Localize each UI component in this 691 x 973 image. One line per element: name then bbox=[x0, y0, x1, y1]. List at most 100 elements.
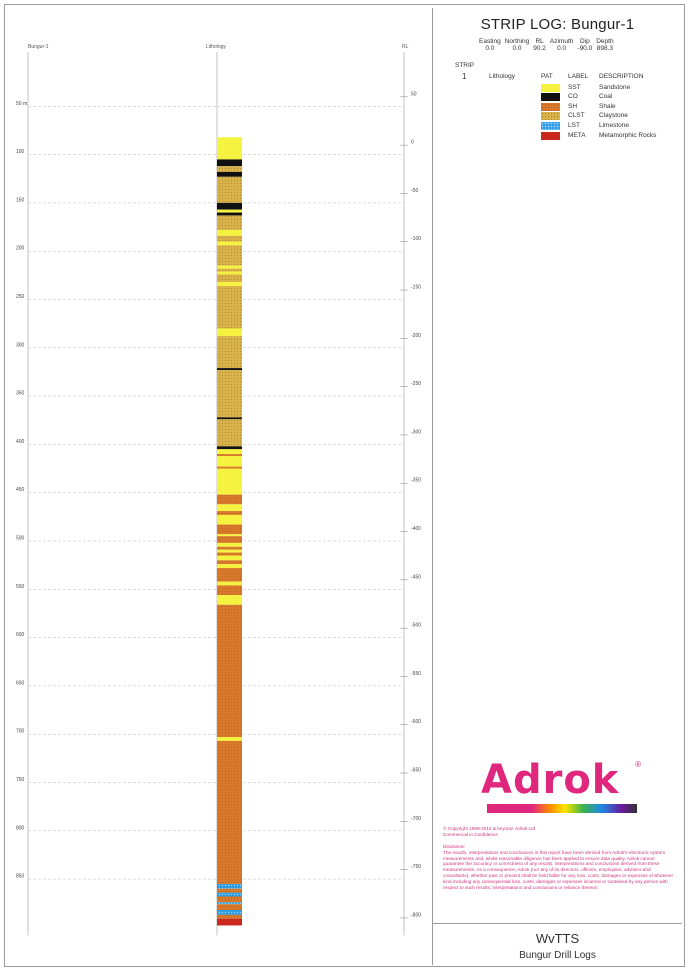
lithology-column-label: Lithology bbox=[206, 44, 227, 50]
lithology-interval-sst bbox=[217, 564, 242, 569]
lithology-interval-sh bbox=[217, 454, 242, 456]
lithology-interval-sst bbox=[217, 455, 242, 467]
coord-header-depth: Depth bbox=[596, 38, 614, 45]
copyright-notice: © Copyright 1999-2012 & beyond. Adrok Lt… bbox=[443, 826, 673, 838]
depth-tick-label: 700 bbox=[16, 729, 25, 735]
lithology-interval-clst bbox=[217, 268, 242, 272]
rl-tick-label: -600 bbox=[411, 719, 421, 725]
lithology-interval-sh bbox=[217, 552, 242, 556]
lithology-interval-sh bbox=[217, 494, 242, 505]
lithology-interval-sh bbox=[217, 524, 242, 535]
coord-value-easting: 0.0 bbox=[485, 45, 495, 52]
rl-tick-label: -650 bbox=[411, 768, 421, 774]
lithology-interval-sst bbox=[217, 229, 242, 236]
disclaimer-title: Disclaimer bbox=[443, 844, 465, 849]
strip-header: STRIP bbox=[455, 62, 475, 69]
rl-tick-label: 50 bbox=[411, 91, 417, 97]
lithology-interval-clst bbox=[217, 274, 242, 283]
copyright-line: © Copyright 1999-2012 & beyond. Adrok Lt… bbox=[443, 826, 536, 831]
footer-subtitle: Bungur Drill Logs bbox=[519, 950, 596, 961]
lithology-interval-sh bbox=[217, 466, 242, 469]
lithology-interval-sst bbox=[217, 737, 242, 741]
coord-header-rl: RL bbox=[535, 38, 544, 45]
coord-header-northing: Northing bbox=[504, 38, 530, 45]
lithology-interval-co bbox=[217, 212, 242, 216]
logo-rainbow-bar bbox=[487, 804, 637, 813]
legend-label: CLST bbox=[568, 112, 585, 120]
rl-tick-label: -50 bbox=[411, 188, 418, 194]
lithology-interval-lst bbox=[217, 910, 242, 915]
depth-tick-label: 400 bbox=[16, 439, 25, 445]
legend-header-label: LABEL bbox=[568, 73, 589, 80]
rl-tick-label: -350 bbox=[411, 478, 421, 484]
strip-log-chart: Bungur-1 Lithology RL 50 m 100 150 200 250 300 35… bbox=[16, 44, 421, 936]
depth-tick-label: 850 bbox=[16, 874, 25, 880]
rl-tick-label: -250 bbox=[411, 381, 421, 387]
lithology-interval-clst bbox=[217, 370, 242, 418]
depth-tick-label: 200 bbox=[16, 246, 25, 252]
legend-description: Sandstone bbox=[599, 83, 631, 91]
lithology-interval-sh bbox=[217, 896, 242, 903]
depth-tick-label: 800 bbox=[16, 825, 25, 831]
lithology-interval-sst bbox=[217, 209, 242, 213]
disclaimer-text: The results, interpretations and conclus… bbox=[443, 849, 674, 890]
legend-description: Coal bbox=[599, 93, 613, 101]
confidentiality-line: Commercial in Confidence bbox=[443, 832, 498, 837]
lithology-interval-clst bbox=[217, 336, 242, 369]
lithology-interval-clst bbox=[217, 245, 242, 266]
lithology-interval-clst bbox=[217, 176, 242, 203]
coord-header-dip: Dip bbox=[579, 38, 590, 45]
depth-tick-label: 550 bbox=[16, 584, 25, 590]
legend-label: LST bbox=[568, 121, 580, 129]
rl-tick-label: -550 bbox=[411, 671, 421, 677]
legend-label: CO bbox=[568, 93, 578, 101]
lithology-interval-sst bbox=[217, 549, 242, 553]
sandstone-swatch bbox=[541, 83, 560, 92]
lithology-interval-sst bbox=[217, 534, 242, 537]
rl-tick-label: 0 bbox=[411, 140, 414, 146]
coord-value-northing: 0.0 bbox=[512, 45, 522, 52]
rl-tick-label: -750 bbox=[411, 864, 421, 870]
rl-tick-label: -150 bbox=[411, 285, 421, 291]
metamorphic-swatch bbox=[541, 131, 560, 140]
depth-tick-label: 50 m bbox=[16, 101, 27, 107]
lithology-interval-lst bbox=[217, 902, 242, 905]
rl-tick-label: -300 bbox=[411, 429, 421, 435]
lithology-interval-sst bbox=[217, 137, 242, 160]
legend-label: SH bbox=[568, 102, 578, 110]
strip-name: Lithology bbox=[489, 73, 516, 80]
claystone-swatch bbox=[541, 112, 560, 121]
lithology-interval-sh bbox=[217, 511, 242, 515]
lithology-interval-sst bbox=[217, 504, 242, 512]
lithology-interval-sst bbox=[217, 449, 242, 455]
strip-log-panel: Bungur-1 Lithology RL 50 m 100 150 200 250 300 35… bbox=[8, 8, 432, 965]
page-frame bbox=[4, 4, 685, 967]
coordinates-table: Easting Northing RL Azimuth Dip Depth 0.… bbox=[479, 38, 618, 52]
depth-tick-label: 500 bbox=[16, 536, 25, 542]
strip-number: 1 bbox=[462, 72, 467, 81]
lithology-interval-sh bbox=[217, 568, 242, 582]
rl-tick-label: -450 bbox=[411, 574, 421, 580]
legend-description: Metamorphic Rocks bbox=[599, 131, 657, 139]
depth-column-label: Bungur-1 bbox=[28, 44, 49, 50]
lithology-interval-lst bbox=[217, 892, 242, 897]
lithology-interval-sst bbox=[217, 542, 242, 547]
legend-description: Shale bbox=[599, 102, 616, 110]
lithology-interval-sst bbox=[217, 271, 242, 275]
coord-value-rl: 90.2 bbox=[533, 45, 546, 52]
lithology-interval-meta bbox=[217, 918, 242, 926]
limestone-swatch bbox=[541, 121, 560, 130]
legend-label: SST bbox=[568, 83, 581, 91]
coord-value-azimuth: 0.0 bbox=[557, 45, 567, 52]
coord-header-easting: Easting bbox=[479, 38, 501, 45]
lithology-interval-co bbox=[217, 368, 242, 371]
lithology-interval-sh bbox=[217, 904, 242, 911]
lithology-interval-co bbox=[217, 159, 242, 167]
depth-tick-label: 750 bbox=[16, 777, 25, 783]
lithology-interval-sh bbox=[217, 585, 242, 596]
lithology-interval-sst bbox=[217, 265, 242, 269]
lithology-interval-sst bbox=[217, 581, 242, 586]
page-title: STRIP LOG: Bungur-1 bbox=[480, 16, 635, 33]
lithology-interval-sst bbox=[217, 514, 242, 525]
depth-tick-label: 350 bbox=[16, 391, 25, 397]
